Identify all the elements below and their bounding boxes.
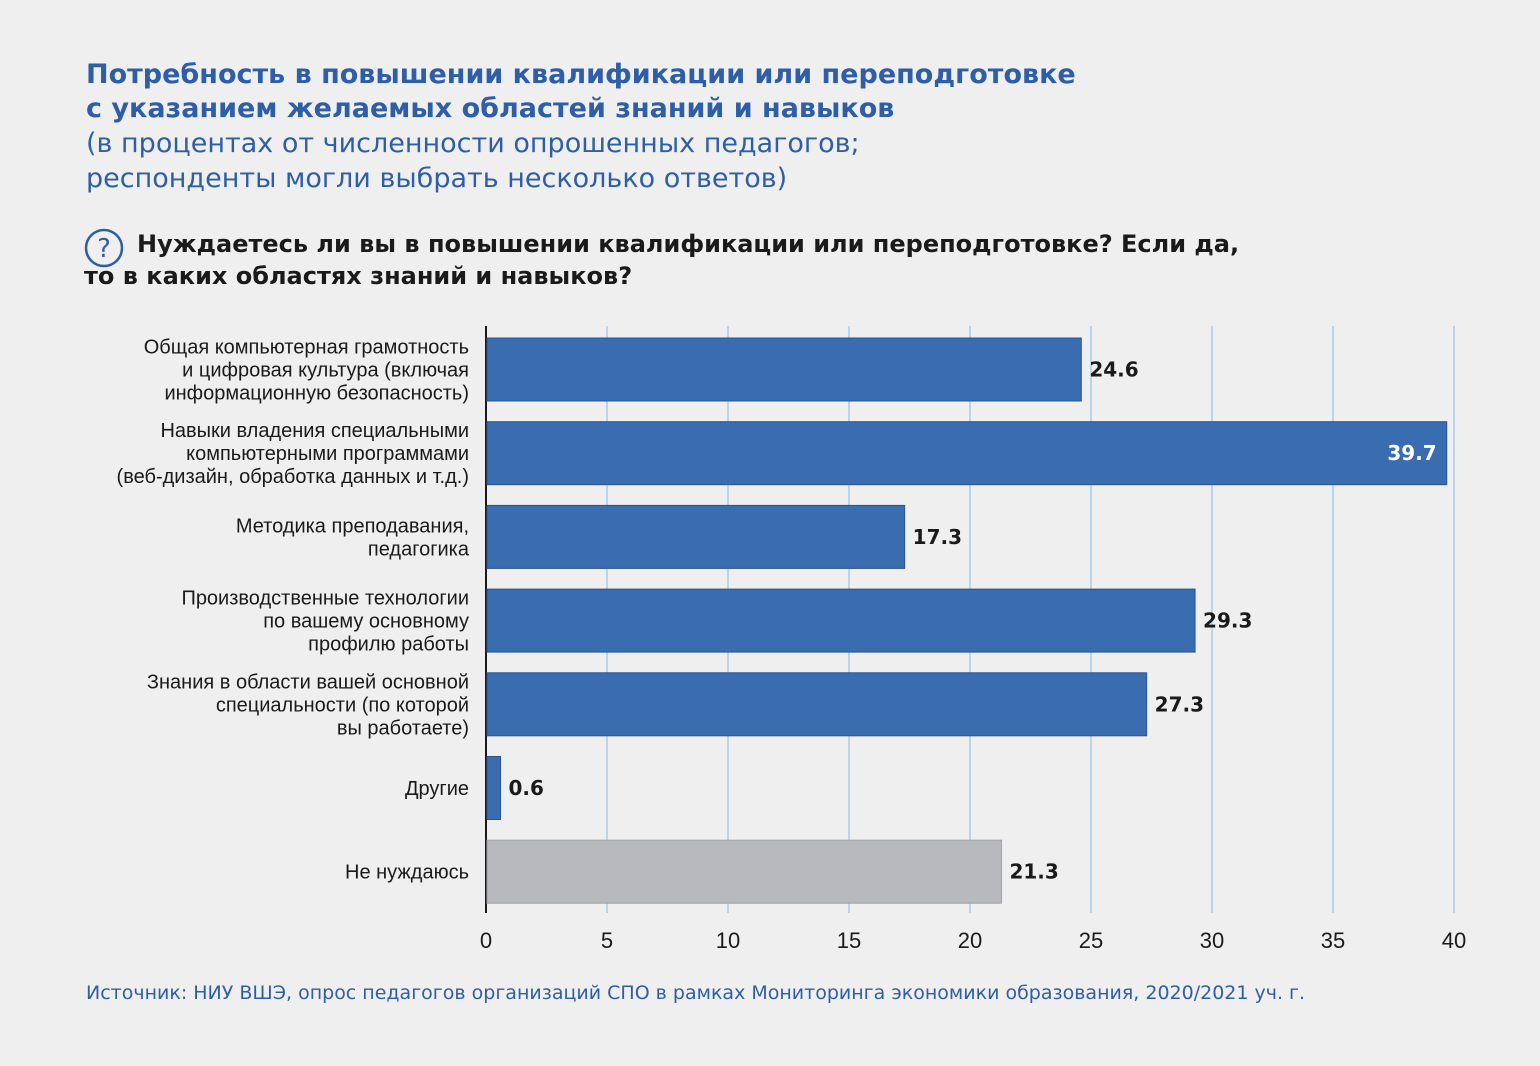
bar	[486, 672, 1148, 737]
category-label-line: по вашему основному	[263, 611, 469, 633]
category-label-line: профилю работы	[308, 634, 469, 656]
value-label: 24.6	[1089, 358, 1138, 382]
x-tick-label: 35	[1321, 928, 1345, 953]
bar	[486, 337, 1082, 402]
value-label: 17.3	[913, 525, 962, 549]
svg-text:?: ?	[97, 234, 111, 264]
value-labels: 24.6 39.7 17.3 29.3 27.3 0.6 21.3	[509, 358, 1437, 884]
category-label: Методика преподавания, педагогика	[236, 515, 470, 560]
x-tick-label: 15	[837, 928, 861, 953]
category-label-line: Производственные технологии	[181, 588, 469, 610]
bar	[486, 756, 502, 820]
category-label-line: Общая компьютерная грамотность	[144, 337, 469, 359]
category-label: Производственные технологии по вашему осн…	[181, 588, 469, 656]
x-tick-label: 10	[716, 928, 740, 953]
bars	[486, 337, 1448, 904]
bar	[486, 839, 1002, 904]
question-circle-icon: ?	[84, 228, 124, 268]
x-tick-label: 5	[601, 928, 613, 953]
category-label-line: Навыки владения специальными	[160, 420, 469, 442]
x-tick-label: 40	[1442, 928, 1466, 953]
value-label: 0.6	[509, 776, 544, 800]
category-label-line: Знания в области вашей основной	[147, 671, 469, 693]
subtitle-line-2: респонденты могли выбрать несколько отве…	[86, 163, 788, 194]
category-label-line: компьютерными программами	[186, 443, 469, 465]
category-labels: Общая компьютерная грамотность и цифровая…	[117, 337, 470, 884]
category-label: Навыки владения специальными компьютерным…	[117, 420, 469, 488]
value-label: 39.7	[1387, 441, 1436, 465]
value-label: 27.3	[1155, 692, 1204, 716]
category-label-line: специальности (по которой	[216, 694, 469, 716]
x-tick-label: 20	[958, 928, 982, 953]
category-label: Другие	[405, 778, 469, 800]
category-label: Знания в области вашей основной специальн…	[147, 671, 469, 739]
value-label: 21.3	[1009, 860, 1058, 884]
title-line-1: Потребность в повышении квалификации или…	[86, 59, 1076, 90]
subtitle-line-1: (в процентах от численности опрошенных п…	[86, 128, 860, 159]
bar	[486, 504, 906, 569]
question-line-1: Нуждаетесь ли вы в повышении квалификаци…	[137, 230, 1240, 258]
category-label-line: (веб-дизайн, обработка данных и т.д.)	[117, 466, 469, 488]
x-tick-label: 0	[480, 928, 492, 953]
category-label-line: информационную безопасность)	[164, 383, 469, 405]
category-label: Общая компьютерная грамотность и цифровая…	[144, 337, 469, 405]
category-label-line: Методика преподавания,	[236, 515, 469, 537]
category-label-line: Другие	[405, 778, 469, 800]
survey-question: ? Нуждаетесь ли вы в повышении квалифика…	[84, 228, 1384, 292]
bar	[486, 588, 1196, 653]
x-tick-label: 25	[1079, 928, 1103, 953]
question-line-2: то в каких областях знаний и навыков?	[84, 262, 633, 290]
title-line-2: с указанием желаемых областей знаний и н…	[86, 93, 895, 124]
value-label: 29.3	[1203, 609, 1252, 633]
category-label: Не нуждаюсь	[345, 862, 469, 884]
bar	[486, 421, 1448, 486]
category-label-line: вы работаете)	[337, 717, 469, 739]
category-label-line: Не нуждаюсь	[345, 862, 469, 884]
chart-title: Потребность в повышении квалификации или…	[86, 58, 1076, 196]
source-note: Источник: НИУ ВШЭ, опрос педагогов орган…	[86, 982, 1306, 1004]
category-label-line: педагогика	[368, 538, 470, 560]
x-tick-label: 30	[1200, 928, 1224, 953]
x-axis-ticks: 0 5 10 15 20 25 30 35 40	[480, 928, 1466, 953]
category-label-line: и цифровая культура (включая	[182, 360, 469, 382]
